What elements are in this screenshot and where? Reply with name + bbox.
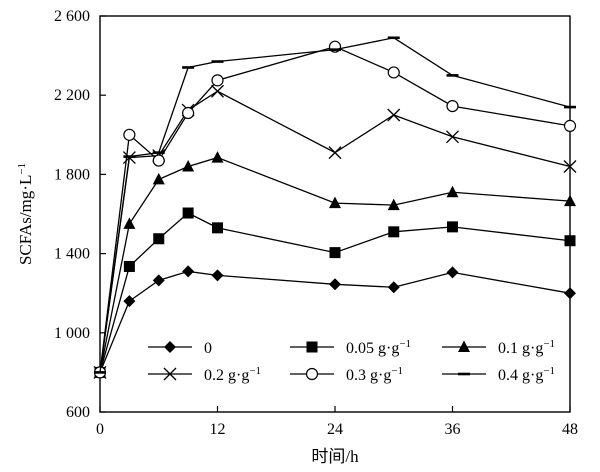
data-point-square xyxy=(447,221,458,233)
x-tick-label: 0 xyxy=(96,421,104,438)
data-point-circle xyxy=(387,66,400,79)
data-point-diamond xyxy=(329,278,341,291)
data-point-diamond xyxy=(182,265,195,278)
legend-label: 0.4 g·g−1 xyxy=(498,365,555,384)
legend-marker-diamond xyxy=(164,341,176,353)
data-point-x xyxy=(211,84,224,98)
data-point-diamond xyxy=(387,281,400,294)
data-point-square xyxy=(388,226,400,238)
data-point-triangle xyxy=(152,172,165,185)
data-point-diamond xyxy=(123,295,136,308)
data-point-square xyxy=(564,235,576,247)
legend-label: 0.2 g·g−1 xyxy=(204,365,261,384)
x-axis-title: 时间/h xyxy=(311,447,359,466)
legend-marker-circle xyxy=(305,367,319,381)
legend-marker-triangle xyxy=(458,340,470,352)
legend-label: 0 xyxy=(204,340,212,357)
legend-marker-x xyxy=(163,367,177,381)
data-point-square xyxy=(182,207,194,219)
data-point-x xyxy=(328,146,342,160)
y-tick-label: 1 400 xyxy=(54,246,90,263)
data-point-square xyxy=(153,233,165,245)
data-point-diamond xyxy=(211,269,224,282)
data-point-x xyxy=(446,130,459,144)
data-point-square xyxy=(123,260,135,272)
legend-item: 0 xyxy=(148,340,212,357)
data-point-circle xyxy=(152,154,165,167)
series-circle xyxy=(93,40,577,379)
data-point-circle xyxy=(123,128,136,141)
data-point-triangle xyxy=(564,194,576,207)
series-layer xyxy=(93,36,577,379)
data-point-triangle xyxy=(182,159,195,172)
y-tick-label: 600 xyxy=(66,404,90,421)
data-point-x xyxy=(563,160,577,173)
data-point-diamond xyxy=(564,287,576,300)
data-point-circle xyxy=(182,106,195,120)
legend-item: 0.3 g·g−1 xyxy=(290,365,403,384)
axes: 600 1 000 1 400 1 800 2 200 2 600 0 12 24 36 48 时间/… xyxy=(16,8,578,466)
data-point-triangle xyxy=(123,217,136,229)
y-axis-title: SCFAs/mg·L−1 xyxy=(16,163,35,265)
x-tick-label: 36 xyxy=(445,421,461,438)
data-point-triangle xyxy=(329,196,341,209)
legend-label: 0.3 g·g−1 xyxy=(346,365,403,384)
data-point-triangle xyxy=(387,198,400,211)
data-point-circle xyxy=(446,99,459,113)
y-tick-label: 1 800 xyxy=(54,166,90,183)
data-point-triangle xyxy=(446,185,459,198)
data-point-square xyxy=(212,222,223,234)
legend-item: 0.2 g·g−1 xyxy=(148,365,261,384)
data-point-x xyxy=(387,108,401,122)
series-diamond xyxy=(94,265,576,379)
y-tick-label: 1 000 xyxy=(54,325,90,342)
data-point-circle xyxy=(563,119,577,132)
data-point-diamond xyxy=(152,274,165,287)
legend-marker-square xyxy=(306,341,318,353)
series-dash xyxy=(94,36,576,374)
data-point-square xyxy=(329,247,341,259)
legend-label: 0.05 g·g−1 xyxy=(346,338,411,357)
legend: 0 0.05 g·g−1 0.1 g·g−1 0.2 g·g−1 0.3 g·g−1 0.… xyxy=(148,338,555,384)
legend-label: 0.1 g·g−1 xyxy=(498,338,555,357)
data-point-triangle xyxy=(211,151,224,163)
legend-item: 0.05 g·g−1 xyxy=(290,338,411,357)
y-tick-label: 2 200 xyxy=(54,87,90,104)
y-tick-label: 2 600 xyxy=(54,8,90,25)
x-tick-label: 48 xyxy=(562,421,578,438)
series-line-circle xyxy=(99,46,571,373)
x-tick-label: 12 xyxy=(210,421,226,438)
x-tick-label: 24 xyxy=(327,421,343,438)
data-point-diamond xyxy=(446,266,459,279)
legend-item: 0.1 g·g−1 xyxy=(442,338,555,357)
legend-item: 0.4 g·g−1 xyxy=(442,365,555,384)
data-point-circle xyxy=(211,74,224,87)
